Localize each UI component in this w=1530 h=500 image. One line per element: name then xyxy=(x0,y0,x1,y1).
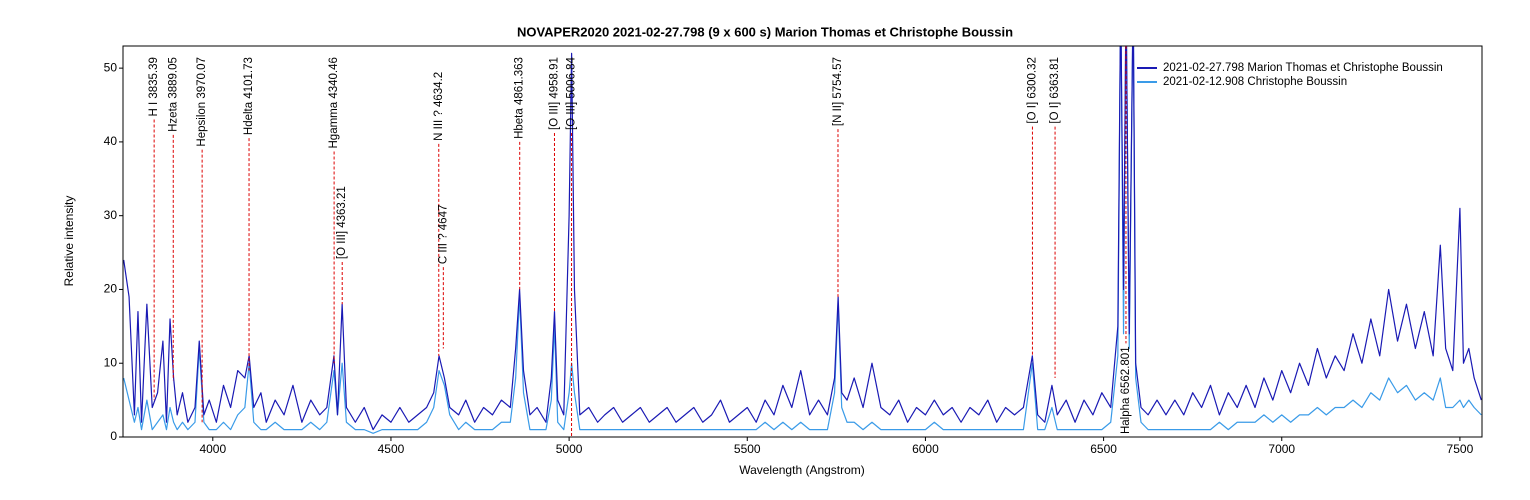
spectrum-line xyxy=(123,46,1482,431)
x-tick-label: 6500 xyxy=(1090,442,1117,456)
y-tick-label: 10 xyxy=(104,355,118,369)
x-tick-label: 5000 xyxy=(556,442,583,456)
x-tick-label: 5500 xyxy=(734,442,761,456)
plot-area xyxy=(123,46,1482,434)
y-tick-label: 40 xyxy=(104,134,118,148)
x-tick-label: 7000 xyxy=(1268,442,1295,456)
x-tick-label: 7500 xyxy=(1447,442,1474,456)
line-label: N III ? 4634.2 xyxy=(433,72,445,141)
x-tick-label: 4500 xyxy=(378,442,405,456)
line-label: [O III] 4958.91 xyxy=(549,57,561,130)
x-tick-label: 6000 xyxy=(912,442,939,456)
y-tick-label: 20 xyxy=(104,282,118,296)
spectrum-line xyxy=(123,46,1482,434)
line-label: [O I] 6300.32 xyxy=(1026,57,1038,124)
line-label: C III ? 4647 xyxy=(437,205,449,264)
y-axis-label: Relative intensity xyxy=(62,196,76,287)
line-label: Hdelta 4101.73 xyxy=(243,57,255,135)
line-label: Hgamma 4340.46 xyxy=(328,57,340,148)
plot-frame xyxy=(122,45,1483,438)
line-label: Hbeta 4861.363 xyxy=(514,57,526,139)
chart-title: NOVAPER2020 2021-02-27.798 (9 x 600 s) M… xyxy=(517,24,1013,39)
y-tick-label: 50 xyxy=(104,60,118,74)
line-label: Hzeta 3889.05 xyxy=(167,57,179,132)
line-label: Hepsilon 3970.07 xyxy=(196,57,208,147)
line-label: H I 3835.39 xyxy=(148,57,160,116)
x-axis-label: Wavelength (Angstrom) xyxy=(739,463,865,477)
line-label: [N II] 5754.57 xyxy=(832,57,844,126)
line-label: [O I] 6363.81 xyxy=(1049,57,1061,124)
legend-label: 2021-02-12.908 Christophe Boussin xyxy=(1163,76,1347,88)
line-label: [O III] 4363.21 xyxy=(336,186,348,259)
line-label: [O III] 5006.84 xyxy=(566,56,578,129)
y-tick-label: 0 xyxy=(110,429,117,443)
legend-label: 2021-02-27.798 Marion Thomas et Christop… xyxy=(1163,62,1443,74)
x-tick-label: 4000 xyxy=(199,442,226,456)
line-label: Halpha 6562.801 xyxy=(1120,346,1132,434)
y-tick-label: 30 xyxy=(104,208,118,222)
